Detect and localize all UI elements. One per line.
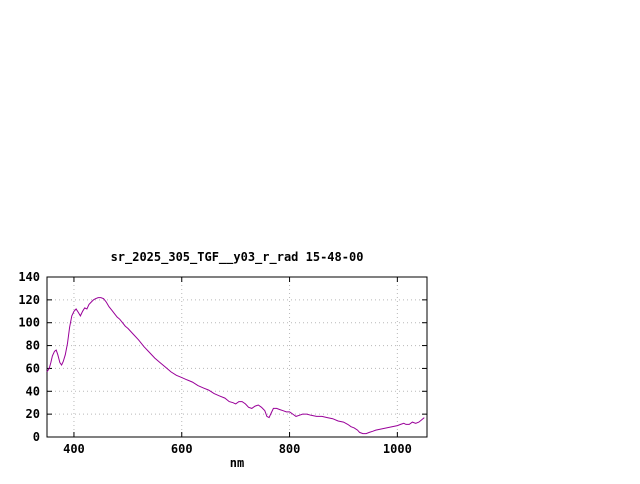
x-axis-label: nm [229,456,245,470]
y-tick-label: 140 [18,270,40,284]
y-tick-label: 80 [26,339,40,353]
y-tick-label: 60 [26,361,40,375]
chart-title: sr_2025_305_TGF__y03_r_rad 15-48-00 [110,250,364,264]
y-tick-label: 40 [26,384,40,398]
x-tick-label: 1000 [383,442,412,456]
x-tick-label: 800 [279,442,301,456]
x-tick-label: 600 [171,442,193,456]
spectrum-line [46,297,425,435]
x-tick-label: 400 [63,442,85,456]
y-tick-label: 120 [18,293,40,307]
y-tick-label: 0 [33,430,40,444]
y-tick-label: 20 [26,407,40,421]
plot-border [46,276,428,438]
y-tick-label: 100 [18,316,40,330]
